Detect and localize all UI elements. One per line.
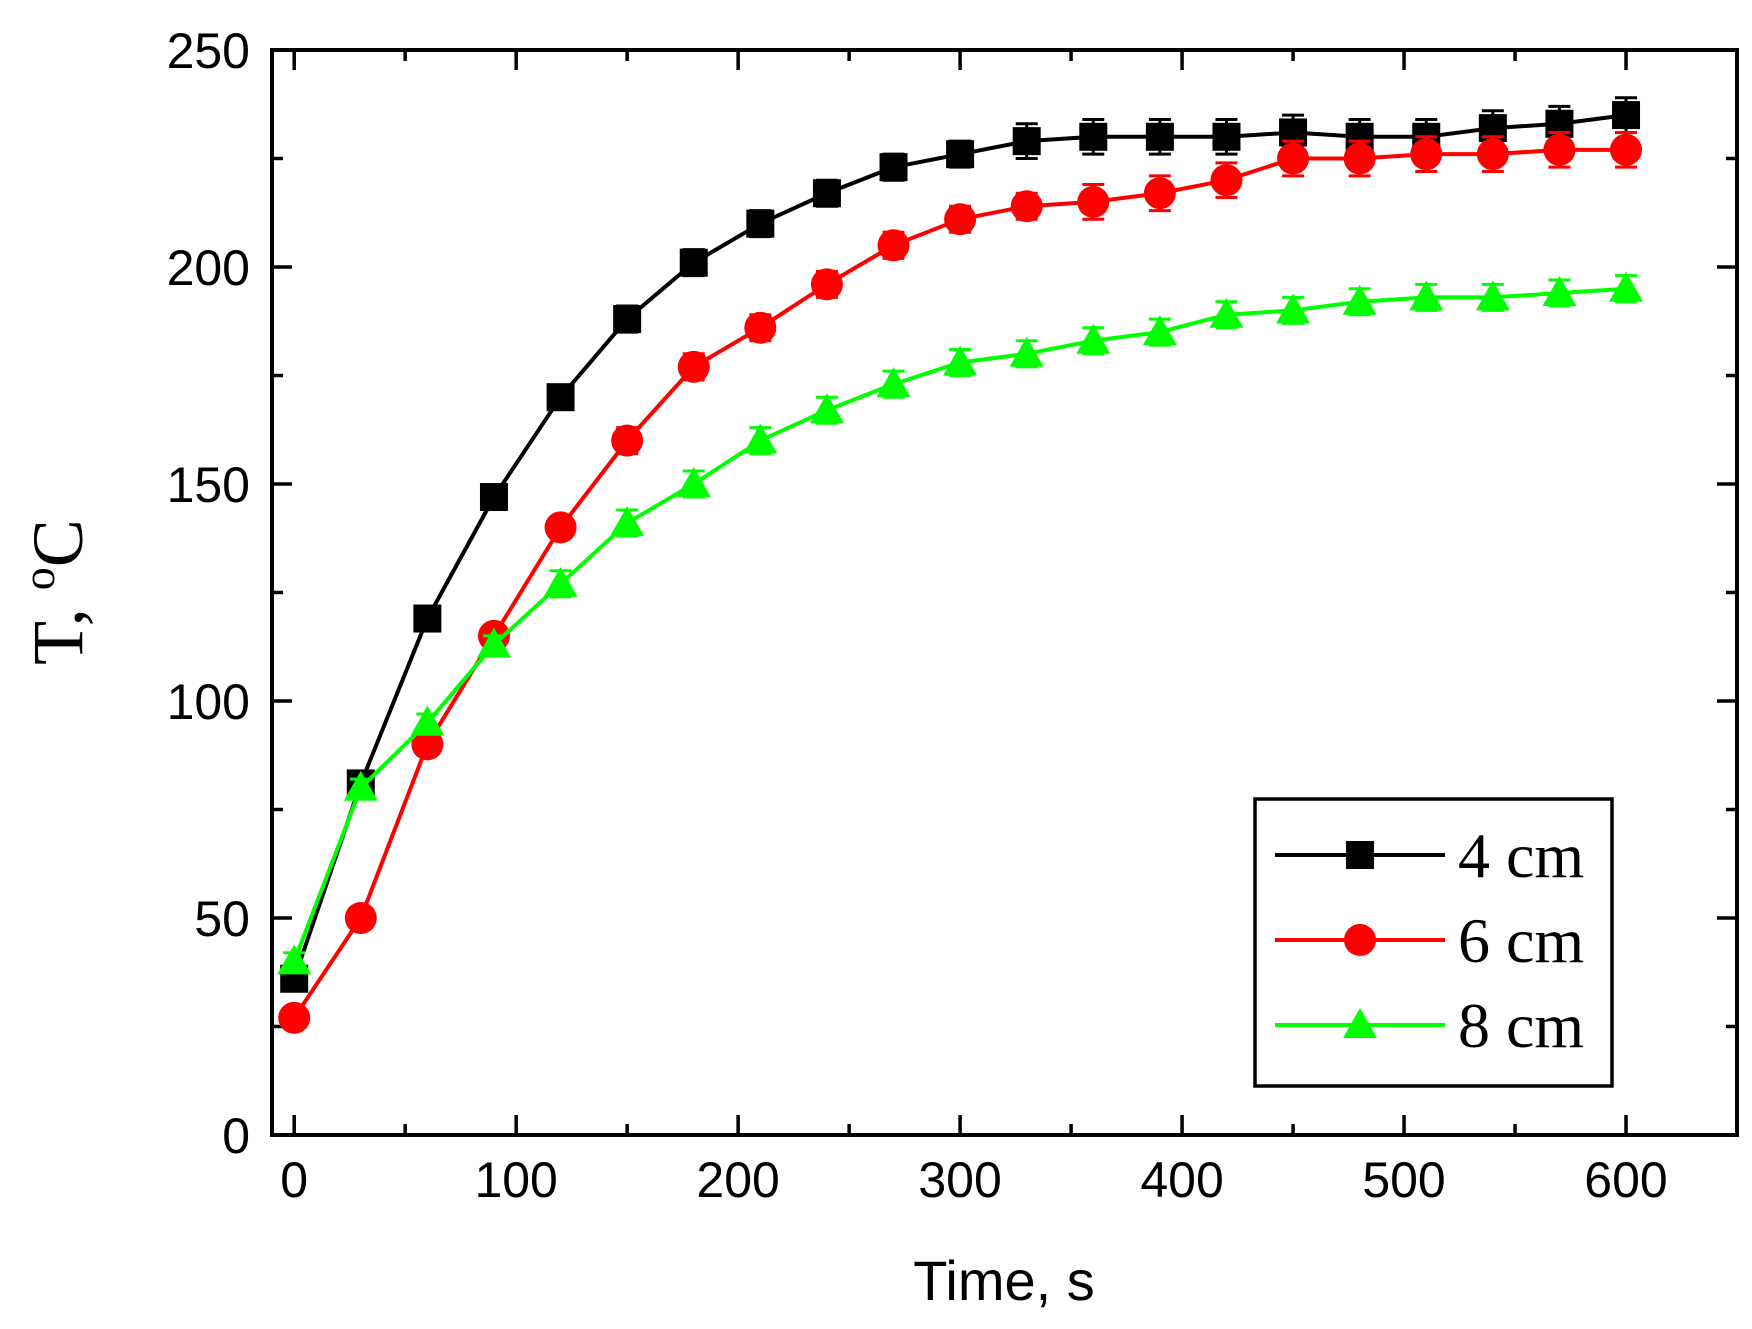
- y-tick-label: 250: [167, 23, 250, 79]
- x-tick-label: 200: [696, 1152, 779, 1208]
- data-point: [546, 383, 575, 412]
- legend-box: [1253, 797, 1614, 1088]
- data-point: [544, 511, 577, 544]
- legend-entry: 4 cm: [1275, 820, 1584, 891]
- x-tick-label: 500: [1362, 1152, 1445, 1208]
- data-point: [1145, 122, 1174, 151]
- data-point: [1543, 133, 1576, 166]
- data-point: [679, 248, 708, 277]
- series-8-cm: [277, 271, 1644, 975]
- tick-labels: 0 100 200 300 400 500 600 0 50 100 150 200 250: [167, 23, 1668, 1208]
- data-point: [1010, 190, 1043, 223]
- y-axis-title-main: T,: [18, 590, 98, 665]
- data-point: [610, 506, 645, 537]
- data-point: [677, 350, 710, 383]
- data-point: [946, 140, 975, 169]
- data-point: [1409, 280, 1444, 311]
- legend-entry: 8 cm: [1275, 990, 1584, 1061]
- data-point: [1142, 315, 1177, 346]
- x-tick-label: 100: [474, 1152, 557, 1208]
- data-point: [743, 423, 778, 454]
- data-point: [1277, 142, 1310, 175]
- data-point: [1475, 280, 1510, 311]
- data-point: [413, 604, 442, 633]
- legend-label: 4 cm: [1458, 820, 1584, 891]
- data-point: [1542, 276, 1577, 307]
- data-point: [479, 483, 508, 512]
- data-point: [744, 311, 777, 344]
- data-point: [877, 229, 910, 262]
- series-6-cm: [278, 130, 1643, 1034]
- legend-marker: [1343, 1008, 1377, 1038]
- axis-ticks: [272, 48, 1737, 1137]
- y-tick-label: 0: [222, 1108, 250, 1164]
- data-point: [344, 902, 377, 934]
- data-point: [1410, 138, 1443, 171]
- legend-marker: [1346, 841, 1374, 869]
- legend-entries: 4 cm 6 cm 8 cm: [1275, 820, 1584, 1061]
- y-tick-label: 200: [167, 240, 250, 296]
- data-point: [611, 424, 644, 457]
- data-point: [476, 627, 511, 658]
- x-tick-label: 300: [918, 1152, 1001, 1208]
- data-point: [1209, 297, 1244, 328]
- data-point: [879, 153, 908, 182]
- legend-label: 6 cm: [1458, 905, 1584, 976]
- data-point: [1476, 138, 1509, 171]
- legend-entry: 6 cm: [1275, 905, 1584, 976]
- data-point: [676, 467, 711, 497]
- legend: 4 cm 6 cm 8 cm: [1253, 797, 1614, 1088]
- data-point: [277, 944, 312, 975]
- data-point: [1343, 142, 1376, 175]
- data-point: [1276, 293, 1311, 324]
- data-point: [876, 367, 911, 398]
- data-point: [1342, 284, 1377, 315]
- data-point: [812, 179, 841, 208]
- y-tick-label: 50: [194, 891, 250, 947]
- data-point: [343, 770, 378, 801]
- x-tick-label: 400: [1140, 1152, 1223, 1208]
- y-tick-label: 100: [167, 674, 250, 730]
- data-point: [278, 1001, 311, 1034]
- y-axis-title-unit: C: [18, 519, 98, 567]
- data-point: [613, 305, 642, 334]
- data-point: [943, 345, 978, 376]
- y-axis-title: T, oC: [13, 519, 98, 665]
- data-point: [410, 705, 445, 736]
- data-point: [1210, 164, 1243, 197]
- legend-label: 8 cm: [1458, 990, 1584, 1061]
- x-tick-label: 0: [280, 1152, 308, 1208]
- data-point: [746, 209, 775, 238]
- data-point: [1609, 271, 1644, 302]
- data-point: [1143, 177, 1176, 210]
- y-axis-title-degree: o: [13, 567, 64, 590]
- data-point: [944, 203, 977, 236]
- x-tick-label: 600: [1584, 1152, 1667, 1208]
- data-point: [1610, 133, 1643, 166]
- data-point: [1612, 101, 1641, 130]
- data-point: [1212, 122, 1241, 151]
- data-point: [809, 393, 844, 424]
- data-point: [1009, 336, 1044, 367]
- y-tick-label: 150: [167, 457, 250, 513]
- data-point: [1076, 323, 1111, 354]
- data-point: [1012, 127, 1041, 156]
- data-point: [543, 566, 578, 597]
- data-point: [810, 268, 843, 301]
- x-axis-title: Time, s: [913, 1249, 1094, 1312]
- data-point: [1079, 122, 1108, 151]
- legend-marker: [1344, 924, 1376, 956]
- data-point: [411, 728, 444, 761]
- series-layer: [277, 96, 1644, 1034]
- data-point: [1077, 185, 1110, 218]
